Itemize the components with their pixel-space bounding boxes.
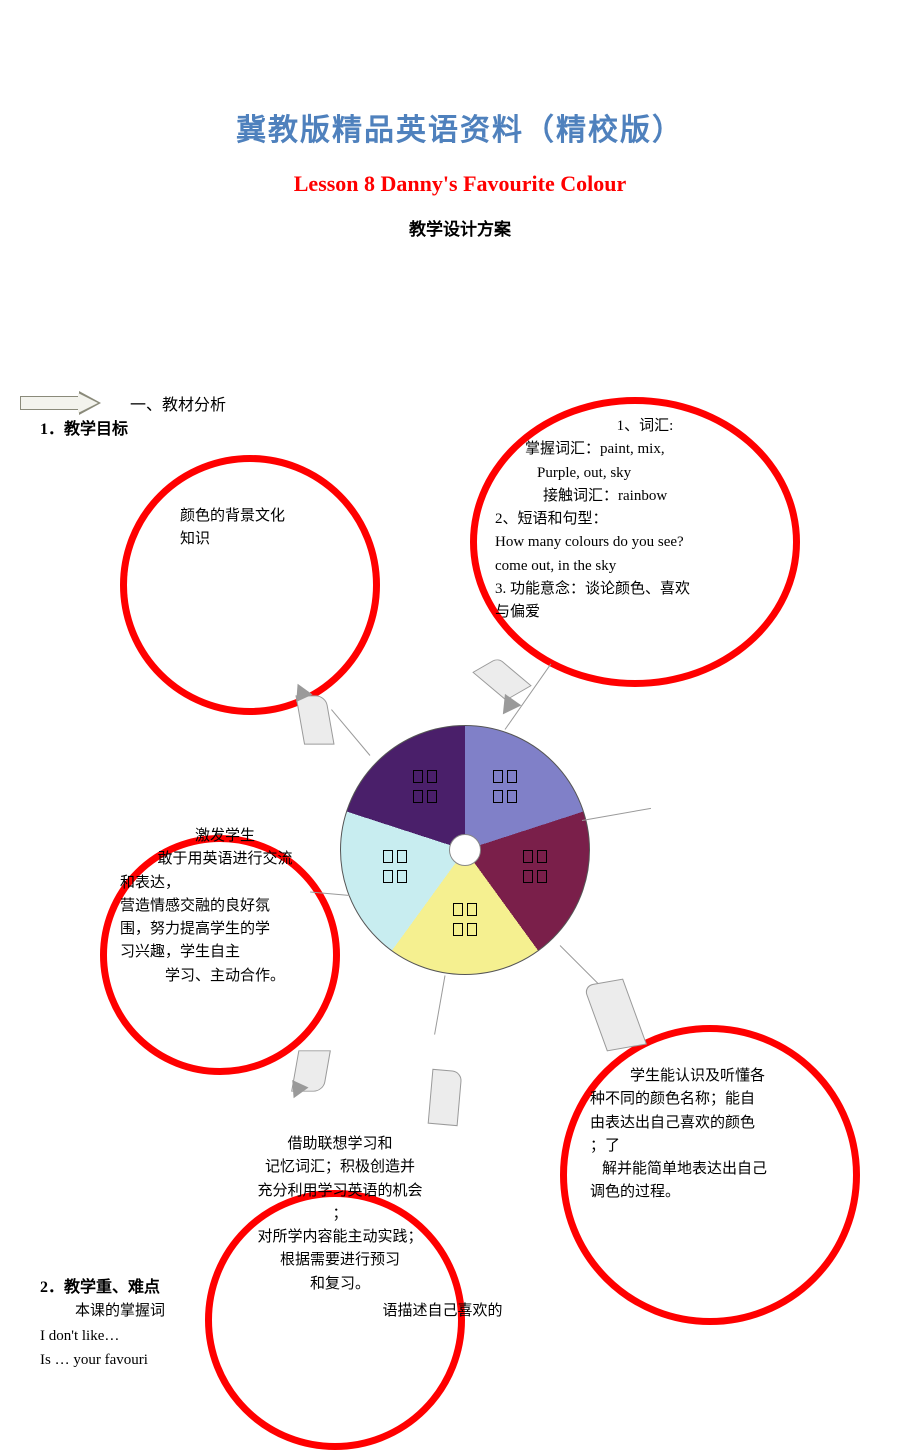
- bubble-knowledge-text: 1、词汇: 掌握词汇：paint, mix, Purple, out, sky …: [495, 415, 795, 624]
- text-line: 学习、主动合作。: [120, 965, 330, 988]
- bubble-culture-text: 颜色的背景文化 知识: [180, 505, 350, 552]
- text-line: Purple, out, sky: [495, 462, 795, 485]
- section-arrow-icon: [20, 391, 104, 415]
- connector-arrow-head: [495, 694, 522, 720]
- bubble-skill-text: 学生能认识及听懂各 种不同的颜色名称；能自 由表达出自己喜欢的颜色 ；了 解并能…: [590, 1065, 840, 1205]
- text-line: 解并能简单地表达出自己: [590, 1158, 840, 1181]
- pie-chart: [340, 725, 590, 975]
- connector-arrow: [583, 979, 647, 1052]
- connector-arrow: [428, 1069, 463, 1126]
- section2-heading: 2．教学重、难点: [40, 1273, 160, 1297]
- connector-line: [582, 808, 651, 821]
- text-line: 敢于用英语进行交流: [120, 848, 330, 871]
- section2-line2: I don't like…: [40, 1325, 119, 1348]
- text-line: 根据需要进行预习: [225, 1249, 455, 1272]
- section2-line3: Is … your favouri: [40, 1349, 148, 1372]
- pie-label-strategy: [440, 903, 490, 942]
- text-line: 充分利用学习英语的机会: [225, 1180, 455, 1203]
- text-line: 记忆词汇；积极创造并: [225, 1156, 455, 1179]
- text-line: 学生能认识及听懂各: [590, 1065, 840, 1088]
- connector-arrow: [295, 695, 334, 744]
- text-line: 和复习。: [225, 1273, 455, 1296]
- text-line: come out, in the sky: [495, 555, 795, 578]
- plan-title: 教学设计方案: [0, 215, 920, 240]
- text-line: 习兴趣，学生自主: [120, 941, 330, 964]
- text-line: 种不同的颜色名称；能自: [590, 1088, 840, 1111]
- text-line: 借助联想学习和: [225, 1133, 455, 1156]
- main-title: 冀教版精品英语资料（精校版）: [0, 105, 920, 149]
- text-line: ；了: [590, 1135, 840, 1158]
- section2-line1: 本课的掌握词 语描述自己喜欢的: [75, 1300, 875, 1323]
- text-line: ；: [225, 1203, 455, 1226]
- text-line: 调色的过程。: [590, 1181, 840, 1204]
- sub-title: Lesson 8 Danny's Favourite Colour: [0, 171, 920, 197]
- connector-line: [434, 975, 445, 1034]
- text-line: How many colours do you see?: [495, 531, 795, 554]
- text-line: 2、短语和句型：: [495, 508, 795, 531]
- text-line: 营造情感交融的良好氛: [120, 895, 330, 918]
- bubble-emotion-text: 激发学生 敢于用英语进行交流 和表达， 营造情感交融的良好氛 围，努力提高学生的…: [120, 825, 330, 988]
- text-line: 知识: [180, 528, 350, 551]
- text-line: 掌握词汇：paint, mix,: [495, 438, 795, 461]
- text-line: 激发学生: [120, 825, 330, 848]
- section1-heading: 一、教材分析: [130, 391, 226, 415]
- text-line: 由表达出自己喜欢的颜色: [590, 1112, 840, 1135]
- pie-center: [449, 834, 481, 866]
- text-line: 和表达，: [120, 872, 330, 895]
- connector-arrow: [472, 657, 532, 700]
- text-line: 颜色的背景文化: [180, 505, 350, 528]
- bubble-culture: [120, 455, 380, 715]
- text-line: 围，努力提高学生的学: [120, 918, 330, 941]
- text-line: 1、词汇:: [495, 415, 795, 438]
- text-line: 接触词汇：rainbow: [495, 485, 795, 508]
- text-line: 3. 功能意念：谈论颜色、喜欢: [495, 578, 795, 601]
- pie-label-emotion: [370, 850, 420, 889]
- pie-label-knowledge: [480, 770, 530, 809]
- text-line: 对所学内容能主动实践；: [225, 1226, 455, 1249]
- bubble-strategy-text: 借助联想学习和 记忆词汇；积极创造并 充分利用学习英语的机会 ； 对所学内容能主…: [225, 1133, 455, 1296]
- section1-item1: 1．教学目标: [40, 415, 128, 439]
- pie-label-culture: [400, 770, 450, 809]
- text-line: 与偏爱: [495, 601, 795, 624]
- pie-label-skill: [510, 850, 560, 889]
